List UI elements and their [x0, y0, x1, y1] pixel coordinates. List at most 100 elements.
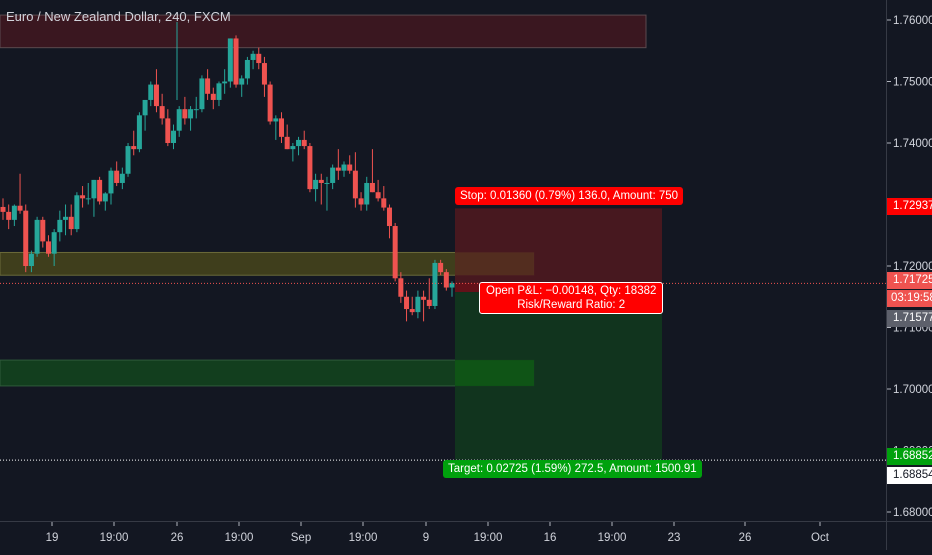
price-tick-label: 1.70000	[893, 384, 932, 396]
candle	[0, 198, 6, 220]
yellow-zone-overlap	[455, 252, 534, 276]
stop-zone[interactable]	[455, 208, 662, 293]
candle	[176, 106, 182, 137]
candle	[97, 176, 103, 205]
time-tick-label: 26	[739, 532, 752, 544]
candle	[119, 167, 125, 190]
time-tick-label: Sep	[291, 532, 311, 544]
candle	[398, 272, 404, 303]
candle	[6, 204, 12, 230]
candle	[261, 56, 267, 97]
price-tick-label: 1.75000	[893, 77, 932, 89]
candle	[114, 161, 120, 187]
support-zone[interactable]	[0, 359, 535, 387]
candle	[250, 50, 256, 70]
candle	[244, 56, 250, 85]
candle	[182, 96, 188, 125]
candle	[284, 124, 290, 150]
time-tick-label: 19:00	[349, 532, 378, 544]
candle	[102, 192, 108, 211]
candle	[142, 99, 148, 131]
price-tick-label: 1.76000	[893, 15, 932, 27]
price-tick-label: 1.74000	[893, 138, 932, 150]
candle	[227, 38, 233, 88]
support-zone-overlap	[455, 360, 534, 386]
candle	[421, 290, 427, 322]
time-tick-label: 19:00	[100, 532, 129, 544]
price-tick-label: 1.72000	[893, 261, 932, 273]
crosshair-price-badge: 1.68854	[887, 467, 932, 484]
candle	[199, 75, 205, 113]
countdown-badge: 03:19:58	[887, 290, 932, 307]
entry-price-badge: 1.71577	[887, 310, 932, 327]
candle	[438, 259, 444, 276]
stop-label[interactable]: Stop: 0.01360 (0.79%) 136.0, Amount: 750	[455, 187, 684, 205]
candle	[449, 281, 455, 297]
candle	[125, 143, 131, 177]
candle	[324, 176, 330, 211]
candle	[205, 69, 211, 100]
open-pnl-text: Open P&L: −0.00148, Qty: 18382	[486, 285, 657, 297]
candle	[330, 164, 336, 190]
candle	[108, 167, 114, 205]
candle	[358, 192, 364, 211]
candle	[131, 130, 137, 156]
candle	[188, 106, 194, 131]
candle	[216, 81, 222, 107]
candle	[301, 130, 307, 150]
candle	[193, 96, 199, 119]
candle	[165, 109, 171, 147]
candle	[318, 173, 324, 205]
candle	[45, 235, 51, 257]
candle	[11, 204, 17, 227]
yellow-zone[interactable]	[0, 251, 535, 276]
candle	[267, 81, 273, 125]
candle	[63, 204, 69, 236]
candle	[23, 204, 29, 273]
candle	[210, 87, 216, 110]
time-tick-label: 16	[544, 532, 557, 544]
candle	[415, 290, 421, 319]
candle	[239, 75, 245, 97]
candle	[91, 179, 97, 217]
candle	[290, 143, 296, 162]
candle	[28, 250, 34, 273]
candle	[34, 216, 40, 257]
candle	[80, 186, 86, 208]
candle	[404, 290, 410, 322]
candle	[233, 35, 239, 88]
candle	[392, 222, 398, 282]
target-price-badge: 1.68852	[887, 448, 932, 465]
candle	[222, 69, 228, 94]
stop-price-badge: 1.72937	[887, 198, 932, 215]
target-label[interactable]: Target: 0.02725 (1.59%) 272.5, Amount: 1…	[443, 460, 702, 478]
candle	[386, 204, 392, 239]
candle	[17, 173, 23, 214]
candle	[313, 173, 319, 202]
candle	[341, 161, 347, 177]
candle	[74, 192, 80, 233]
candle	[136, 112, 142, 153]
candle	[57, 210, 63, 242]
candle	[40, 216, 46, 248]
candle	[409, 296, 415, 316]
candle	[426, 278, 432, 310]
pnl-label[interactable]: Open P&L: −0.00148, Qty: 18382 Risk/Rewa…	[479, 282, 664, 314]
time-tick-label: 19:00	[598, 532, 627, 544]
candle	[347, 155, 353, 174]
time-tick-label: 23	[668, 532, 681, 544]
price-tick-label: 1.68000	[893, 507, 932, 519]
candle	[159, 93, 165, 125]
candle	[335, 149, 341, 180]
time-tick-label: 19	[46, 532, 59, 544]
time-tick-label: 19:00	[474, 532, 503, 544]
candle	[307, 143, 313, 193]
time-tick-label: 26	[171, 532, 184, 544]
candle	[296, 136, 302, 156]
candle	[256, 47, 262, 70]
candle	[51, 229, 57, 266]
candle	[375, 179, 381, 202]
resistance-zone[interactable]	[0, 14, 647, 49]
